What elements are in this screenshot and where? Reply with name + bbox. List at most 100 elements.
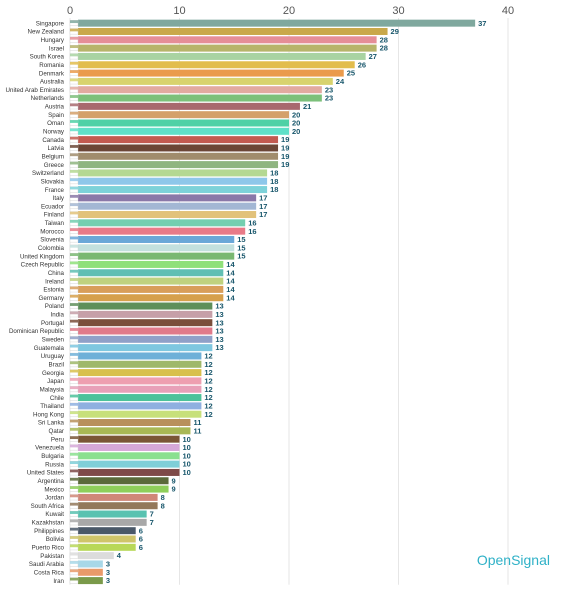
flag-stripe: [70, 195, 78, 198]
flag-stripe: [70, 344, 78, 348]
value-labels: 3729282827262524232321202020191919191818…: [106, 19, 487, 585]
category-label: United Arab Emirates: [6, 87, 64, 94]
bars: [78, 19, 476, 585]
flag-icon: [69, 20, 79, 26]
bar: [78, 294, 224, 302]
value-label: 29: [391, 27, 399, 36]
flag-icon: [69, 419, 79, 426]
bar: [78, 169, 268, 177]
bar: [78, 102, 300, 110]
flag-icon: [69, 70, 79, 76]
flag-stripe: [70, 86, 78, 90]
bar: [78, 402, 202, 410]
flag-stripe: [70, 486, 78, 489]
flag-icon: [69, 178, 79, 185]
category-label: Czech Republic: [21, 262, 64, 269]
category-label: Canada: [42, 137, 64, 144]
value-label: 20: [292, 119, 300, 128]
bar: [78, 385, 202, 393]
bar: [78, 69, 344, 77]
bar: [78, 443, 180, 451]
value-label: 12: [204, 377, 212, 386]
value-label: 16: [248, 227, 256, 236]
value-label: 18: [270, 177, 278, 186]
flag-stripe: [70, 78, 78, 82]
flag-icon: [69, 486, 79, 492]
category-label: Morocco: [40, 228, 64, 235]
value-label: 15: [237, 243, 245, 252]
category-label: United Kingdom: [20, 253, 64, 260]
flag-icon: [69, 45, 79, 51]
flag-stripe: [70, 561, 78, 564]
bar: [78, 518, 147, 526]
value-label: 14: [226, 260, 235, 269]
bar: [78, 152, 279, 160]
category-label: Belgium: [42, 153, 64, 160]
value-label: 6: [139, 535, 143, 544]
opensignal-logo: OpenSignal: [476, 552, 550, 568]
value-label: 12: [204, 352, 212, 361]
flag-icon: [69, 219, 79, 226]
flag-icon: [69, 427, 79, 434]
bar: [78, 435, 180, 443]
category-label: Dominican Republic: [9, 328, 64, 335]
category-label: Oman: [47, 120, 64, 127]
category-label: Singapore: [36, 20, 65, 27]
flag-stripe: [70, 278, 78, 281]
bar: [78, 36, 377, 44]
value-label: 13: [215, 318, 223, 327]
category-label: Thailand: [40, 403, 64, 410]
flag-icon: [69, 535, 79, 542]
value-label: 11: [193, 418, 201, 427]
flag-icon: [69, 103, 79, 110]
flag-stripe: [70, 544, 78, 548]
flag-stripe: [70, 444, 78, 448]
flag-icon: [69, 194, 79, 201]
x-tick-label: 10: [173, 5, 185, 17]
category-label: Jordan: [45, 495, 64, 502]
bar: [78, 327, 213, 335]
category-label: New Zealand: [28, 29, 65, 36]
flag-stripe: [70, 286, 78, 290]
flag-stripe: [70, 145, 78, 148]
value-label: 12: [204, 385, 212, 394]
bar: [78, 202, 257, 210]
value-label: 10: [183, 435, 191, 444]
flag-stripe: [70, 386, 78, 390]
bar: [78, 552, 114, 560]
category-label: Mexico: [44, 486, 64, 493]
value-label: 19: [281, 152, 289, 161]
value-label: 6: [139, 543, 143, 552]
bar: [78, 369, 202, 377]
flag-icon: [69, 327, 79, 334]
flag-stripe: [70, 378, 78, 381]
category-label: United States: [27, 470, 64, 477]
flag-icon: [69, 510, 79, 517]
category-label: Finland: [44, 212, 65, 219]
flag-icon: [69, 377, 79, 384]
flag-icon: [69, 153, 79, 160]
x-tick-label: 40: [502, 5, 514, 17]
flag-stripe: [70, 519, 78, 523]
bar: [78, 177, 268, 185]
value-label: 19: [281, 135, 289, 144]
category-label: Uruguay: [41, 353, 65, 360]
bar: [78, 477, 169, 485]
bar: [78, 119, 289, 127]
flag-icon: [69, 402, 79, 409]
value-label: 10: [183, 451, 191, 460]
flag-stripe: [70, 552, 78, 556]
flag-stripe: [70, 269, 78, 273]
category-label: Bulgaria: [41, 453, 64, 460]
bar: [78, 352, 202, 360]
flag-icon: [69, 444, 79, 451]
flag-icon: [69, 319, 79, 326]
value-label: 3: [106, 576, 110, 585]
value-label: 8: [161, 493, 165, 502]
flag-stripe: [70, 361, 78, 365]
flag-icon: [69, 369, 79, 376]
flag-icon: [69, 169, 79, 176]
category-label: Iran: [53, 578, 64, 585]
